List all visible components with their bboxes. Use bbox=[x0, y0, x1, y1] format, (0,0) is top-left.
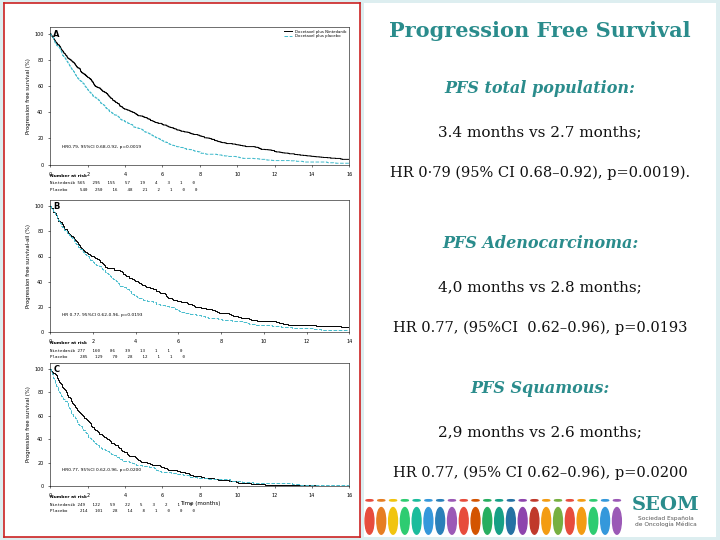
Legend: Docetaxel plus Nintedanib, Docetaxel plus placebo: Docetaxel plus Nintedanib, Docetaxel plu… bbox=[283, 29, 347, 39]
Circle shape bbox=[495, 500, 503, 501]
Circle shape bbox=[413, 500, 420, 501]
Text: Number at risk: Number at risk bbox=[50, 341, 87, 345]
Circle shape bbox=[578, 500, 585, 501]
Ellipse shape bbox=[483, 508, 492, 534]
Ellipse shape bbox=[424, 508, 433, 534]
Ellipse shape bbox=[495, 508, 503, 534]
Circle shape bbox=[566, 500, 573, 501]
Text: Placebo     285   129    70    28    12    1    1    0: Placebo 285 129 70 28 12 1 1 0 bbox=[50, 355, 186, 359]
Text: SEOM: SEOM bbox=[632, 496, 700, 514]
Ellipse shape bbox=[589, 508, 598, 534]
Ellipse shape bbox=[518, 508, 527, 534]
Y-axis label: Progression free survival-all (%): Progression free survival-all (%) bbox=[27, 224, 31, 308]
Text: HR0.79, 95%CI 0.68-0.92, p=0.0019: HR0.79, 95%CI 0.68-0.92, p=0.0019 bbox=[63, 145, 141, 149]
Text: HR0.77, 95%CI 0.62-0.96, p=0.0200: HR0.77, 95%CI 0.62-0.96, p=0.0200 bbox=[63, 468, 141, 472]
Circle shape bbox=[590, 500, 597, 501]
Text: Placebo     214   101    28    14    8    1    0    0    0: Placebo 214 101 28 14 8 1 0 0 0 bbox=[50, 509, 195, 513]
Ellipse shape bbox=[377, 508, 386, 534]
Ellipse shape bbox=[613, 508, 621, 534]
Ellipse shape bbox=[530, 508, 539, 534]
Text: Sociedad Española
de Oncología Médica: Sociedad Española de Oncología Médica bbox=[635, 516, 697, 527]
Ellipse shape bbox=[459, 508, 468, 534]
Text: C: C bbox=[53, 366, 60, 374]
Text: Nintedanib 277   160    86    39    13    1    1    0: Nintedanib 277 160 86 39 13 1 1 0 bbox=[50, 349, 183, 353]
Text: Nintedanib 249   122    59    22    5    3    2    1    0: Nintedanib 249 122 59 22 5 3 2 1 0 bbox=[50, 503, 193, 507]
Ellipse shape bbox=[389, 508, 397, 534]
Circle shape bbox=[472, 500, 479, 501]
Y-axis label: Progression free survival (%): Progression free survival (%) bbox=[27, 58, 31, 134]
Circle shape bbox=[436, 500, 444, 501]
X-axis label: Time (months): Time (months) bbox=[179, 501, 220, 506]
Text: Number at risk: Number at risk bbox=[50, 174, 87, 178]
Circle shape bbox=[425, 500, 432, 501]
Circle shape bbox=[508, 500, 514, 501]
Text: 4,0 months vs 2.8 months;: 4,0 months vs 2.8 months; bbox=[438, 281, 642, 295]
Ellipse shape bbox=[577, 508, 586, 534]
Ellipse shape bbox=[600, 508, 610, 534]
Text: A: A bbox=[53, 30, 60, 39]
Ellipse shape bbox=[542, 508, 551, 534]
Circle shape bbox=[449, 500, 456, 501]
Text: 3.4 months vs 2.7 months;: 3.4 months vs 2.7 months; bbox=[438, 126, 642, 140]
Text: Progression Free Survival: Progression Free Survival bbox=[390, 22, 690, 42]
Circle shape bbox=[554, 500, 562, 501]
Text: 2,9 months vs 2.6 months;: 2,9 months vs 2.6 months; bbox=[438, 425, 642, 439]
Text: HR 0·79 (95% CI 0.68–0.92), p=0.0019).: HR 0·79 (95% CI 0.68–0.92), p=0.0019). bbox=[390, 166, 690, 180]
Text: HR 0.77, (95% CI 0.62–0.96), p=0.0200: HR 0.77, (95% CI 0.62–0.96), p=0.0200 bbox=[392, 465, 688, 480]
Text: Placebo     540   250    16    48    21    2    1    0    0: Placebo 540 250 16 48 21 2 1 0 0 bbox=[50, 188, 198, 192]
Ellipse shape bbox=[436, 508, 445, 534]
Circle shape bbox=[602, 500, 608, 501]
Circle shape bbox=[378, 500, 384, 501]
Ellipse shape bbox=[506, 508, 516, 534]
Ellipse shape bbox=[565, 508, 575, 534]
Circle shape bbox=[519, 500, 526, 501]
Circle shape bbox=[543, 500, 550, 501]
Circle shape bbox=[401, 500, 408, 501]
Circle shape bbox=[531, 500, 538, 501]
Circle shape bbox=[613, 500, 621, 501]
Circle shape bbox=[366, 500, 373, 501]
Circle shape bbox=[460, 500, 467, 501]
Ellipse shape bbox=[412, 508, 421, 534]
Text: HR 0.77, (95%CI  0.62–0.96), p=0.0193: HR 0.77, (95%CI 0.62–0.96), p=0.0193 bbox=[392, 321, 688, 335]
Circle shape bbox=[390, 500, 397, 501]
Ellipse shape bbox=[400, 508, 409, 534]
Text: PFS total population:: PFS total population: bbox=[444, 80, 636, 97]
Ellipse shape bbox=[448, 508, 456, 534]
Ellipse shape bbox=[471, 508, 480, 534]
Text: B: B bbox=[53, 202, 60, 212]
Text: PFS Squamous:: PFS Squamous: bbox=[470, 380, 610, 396]
Y-axis label: Progression free survival (%): Progression free survival (%) bbox=[27, 387, 31, 462]
Text: HR 0.77, 95%CI 0.62-0.96, p=0.0193: HR 0.77, 95%CI 0.62-0.96, p=0.0193 bbox=[63, 313, 143, 317]
Ellipse shape bbox=[554, 508, 562, 534]
Circle shape bbox=[484, 500, 491, 501]
Text: Number at risk: Number at risk bbox=[50, 495, 87, 499]
Ellipse shape bbox=[365, 508, 374, 534]
Text: Nintedanib 565   295   155    57    19    4    3    1    0: Nintedanib 565 295 155 57 19 4 3 1 0 bbox=[50, 181, 195, 185]
Text: PFS Adenocarcinoma:: PFS Adenocarcinoma: bbox=[442, 235, 638, 252]
